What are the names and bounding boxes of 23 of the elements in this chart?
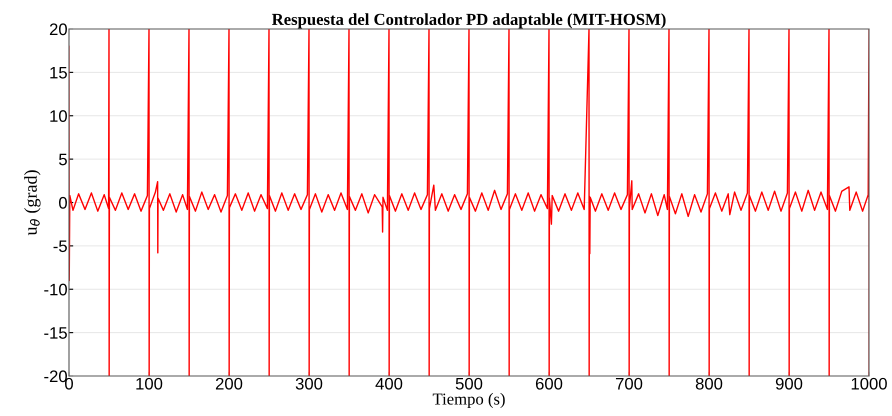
y-tick-label: -15 bbox=[44, 327, 67, 339]
x-tick-label: 1000 bbox=[852, 378, 887, 390]
x-tick-label: 800 bbox=[696, 378, 722, 390]
x-tick-label: 400 bbox=[375, 378, 402, 390]
x-tick-label: 600 bbox=[536, 378, 562, 390]
y-tick-label: 20 bbox=[50, 23, 67, 36]
x-tick-label: 700 bbox=[616, 378, 642, 390]
x-tick-label: 300 bbox=[296, 378, 322, 390]
y-tick-label: -10 bbox=[44, 284, 67, 296]
y-tick-label: 5 bbox=[59, 154, 67, 166]
x-tick-label: 200 bbox=[216, 378, 242, 390]
chart-title: Respuesta del Controlador PD adaptable (MIT-HOSM) bbox=[272, 13, 666, 28]
line-series bbox=[69, 29, 869, 376]
y-axis-title: u$_{θ}$ (grad) bbox=[24, 170, 41, 236]
x-tick-label: 100 bbox=[136, 378, 162, 390]
x-axis-title: Tiempo (s) bbox=[432, 392, 505, 408]
y-tick-label: 10 bbox=[50, 110, 67, 122]
y-tick-label: -20 bbox=[44, 370, 67, 382]
y-tick-label: 0 bbox=[58, 196, 67, 209]
x-tick-label: 900 bbox=[776, 378, 802, 390]
y-tick-label: -5 bbox=[54, 240, 67, 252]
x-tick-label: 500 bbox=[456, 378, 482, 390]
y-tick-label: 15 bbox=[50, 66, 67, 79]
